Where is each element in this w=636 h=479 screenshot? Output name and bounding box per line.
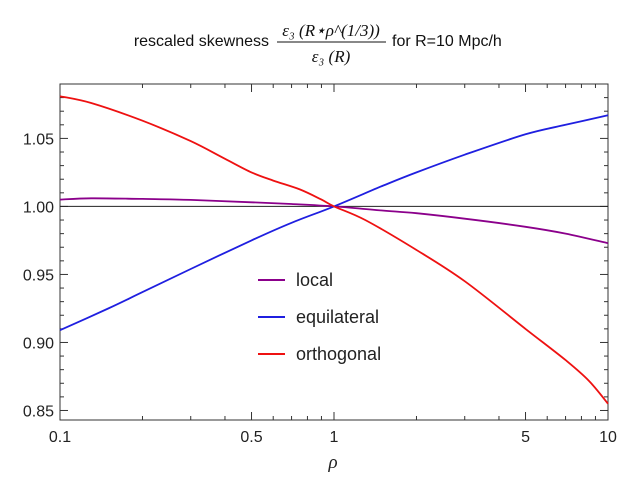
legend-label-orthogonal: orthogonal <box>296 344 381 364</box>
legend-label-local: local <box>296 270 333 290</box>
x-axis-label: ρ <box>327 452 337 473</box>
axis-tick-labels: 0.1 0.5 1 5 10 0.85 0.90 0.95 1.00 1.05 <box>23 131 617 446</box>
chart-title: rescaled skewness ε₃ (R⋆ρ^(1/3)) ε₃ (R) … <box>134 21 502 66</box>
series-line-equilateral <box>59 114 609 332</box>
series-lines <box>59 95 609 405</box>
legend: local equilateral orthogonal <box>258 270 381 364</box>
legend-label-equilateral: equilateral <box>296 307 379 327</box>
title-numerator: ε₃ (R⋆ρ^(1/3)) <box>282 21 380 40</box>
title-denominator: ε₃ (R) <box>312 47 351 66</box>
axis-ticks <box>59 83 609 420</box>
title-suffix: for R=10 Mpc/h <box>392 33 502 50</box>
title-prefix: rescaled skewness <box>134 33 269 50</box>
series-line-local <box>59 197 609 245</box>
y-tick-label: 0.95 <box>23 267 54 284</box>
y-tick-label: 1.00 <box>23 199 54 216</box>
x-tick-label: 0.5 <box>240 429 262 446</box>
y-tick-label: 0.90 <box>23 335 54 352</box>
series-line-orthogonal <box>59 95 609 405</box>
y-tick-label: 1.05 <box>23 131 54 148</box>
x-tick-label: 10 <box>599 429 617 446</box>
y-tick-label: 0.85 <box>23 403 54 420</box>
x-tick-label: 0.1 <box>49 429 71 446</box>
x-tick-label: 1 <box>330 429 339 446</box>
x-tick-label: 5 <box>521 429 530 446</box>
